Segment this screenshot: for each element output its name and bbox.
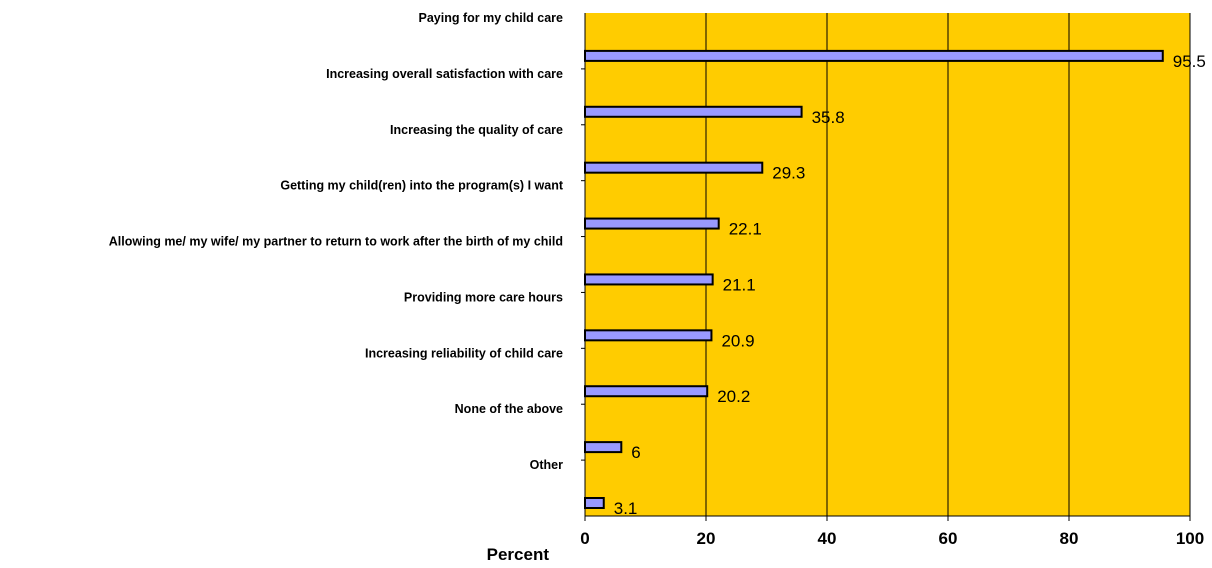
category-label: Getting my child(ren) into the program(s… <box>280 179 563 193</box>
gridlines <box>705 13 1191 516</box>
data-label: 20.2 <box>717 387 750 406</box>
data-label: 3.1 <box>614 499 638 518</box>
data-label: 35.8 <box>812 108 845 127</box>
category-label: Providing more care hours <box>404 290 563 304</box>
category-label: Increasing overall satisfaction with car… <box>326 67 563 81</box>
bar <box>584 385 709 398</box>
data-label: 6 <box>631 443 640 462</box>
x-tick-label: 20 <box>697 529 716 548</box>
category-label: None of the above <box>455 402 563 416</box>
axes <box>581 13 1191 521</box>
x-tick-label: 40 <box>818 529 837 548</box>
data-label: 21.1 <box>723 275 756 294</box>
category-label: Allowing me/ my wife/ my partner to retu… <box>109 235 563 249</box>
bar <box>584 105 803 118</box>
bar <box>584 49 1164 62</box>
plot-area <box>585 13 1190 516</box>
data-label: 29.3 <box>772 164 805 183</box>
bar <box>584 497 605 509</box>
category-label: Paying for my child care <box>419 11 564 25</box>
x-tick-label: 80 <box>1060 529 1079 548</box>
x-tick-label: 100 <box>1176 529 1204 548</box>
bar <box>584 441 623 454</box>
bar <box>584 273 714 286</box>
category-label: Other <box>530 458 563 472</box>
bar <box>584 161 764 174</box>
data-label: 22.1 <box>729 220 762 239</box>
bar <box>584 217 720 230</box>
bar <box>584 329 713 342</box>
x-tick-label: 60 <box>939 529 958 548</box>
labels: 0 20 40 60 80 100 Paying for my child care 95.5… <box>109 11 1206 548</box>
category-label: Increasing reliability of child care <box>365 346 563 360</box>
data-label: 95.5 <box>1173 52 1206 71</box>
x-axis-title: Percent <box>487 545 550 564</box>
x-tick-label: 0 <box>580 529 589 548</box>
category-label: Increasing the quality of care <box>390 123 563 137</box>
data-label: 20.9 <box>721 331 754 350</box>
